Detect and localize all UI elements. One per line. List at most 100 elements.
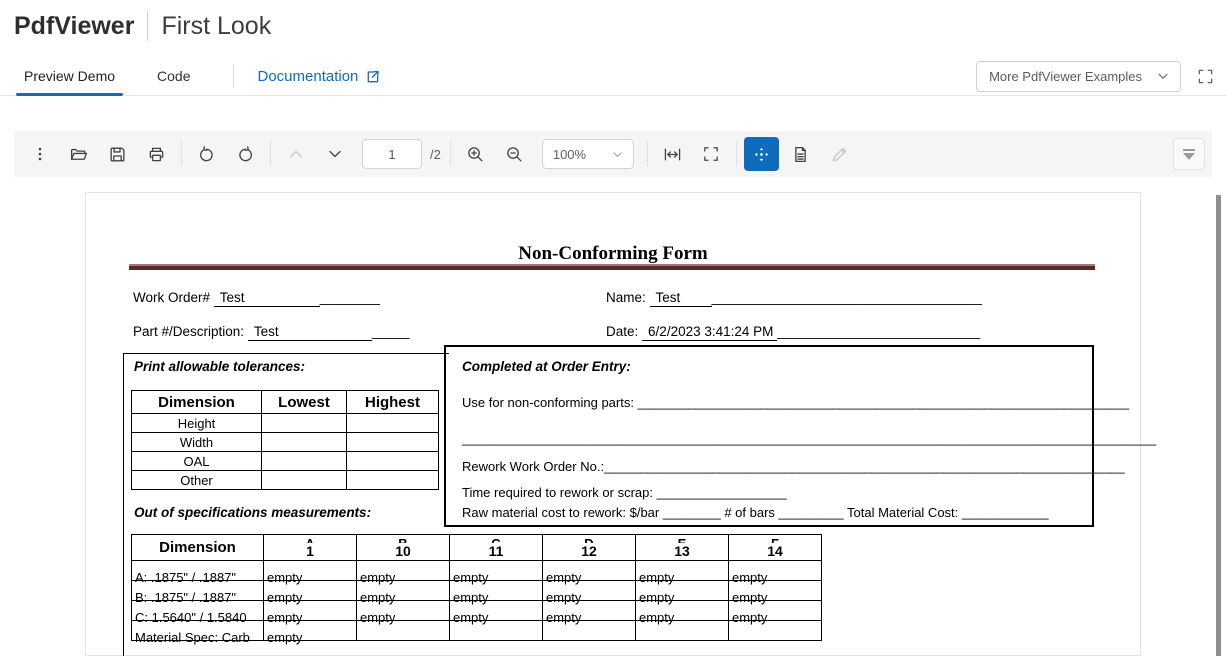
- tolerance-cell[interactable]: [346, 451, 439, 471]
- zoom-level-dropdown[interactable]: 100%: [541, 139, 634, 169]
- tolerance-row-label: Width: [131, 432, 262, 452]
- tolerance-cell[interactable]: [346, 413, 439, 433]
- toolbar-separator: [181, 141, 182, 167]
- tolerances-header-lowest: Lowest: [261, 390, 347, 414]
- use-line[interactable]: ________________________________________…: [637, 395, 1130, 410]
- work-order-line: ________: [319, 290, 380, 305]
- spec-header-col: F14: [728, 534, 822, 561]
- order-entry-use-row: Use for non-conforming parts: __________…: [462, 395, 1129, 410]
- pdf-viewer-area: Non-Conforming Form Work Order# Test ____…: [0, 185, 1226, 656]
- spec-header-col: E13: [635, 534, 729, 561]
- tolerance-cell[interactable]: [261, 432, 347, 452]
- spec-header-dimension: Dimension: [131, 534, 264, 561]
- spec-header-col: D12: [542, 534, 636, 561]
- order-entry-raw-row: Raw material cost to rework: $/bar _____…: [462, 505, 1049, 520]
- spec-cell[interactable]: empty: [263, 600, 357, 625]
- fit-to-width-button[interactable]: [655, 137, 690, 171]
- spec-cell[interactable]: [728, 620, 822, 641]
- page-total-label: /2: [430, 146, 441, 162]
- toolbar-separator: [270, 141, 271, 167]
- save-button[interactable]: [100, 137, 135, 171]
- tolerance-cell[interactable]: [261, 470, 347, 490]
- text-selection-button[interactable]: [783, 137, 818, 171]
- spec-cell[interactable]: empty: [635, 560, 729, 585]
- spec-header-col: C11: [449, 534, 543, 561]
- tab-bar-right: More PdfViewer Examples: [976, 57, 1214, 95]
- annotation-pen-button[interactable]: [822, 137, 857, 171]
- spec-cell[interactable]: empty: [449, 560, 543, 585]
- raw-line-3[interactable]: ____________: [961, 505, 1049, 520]
- previous-page-button[interactable]: [278, 137, 313, 171]
- undo-button[interactable]: [189, 137, 224, 171]
- zoom-in-button[interactable]: [458, 137, 493, 171]
- more-examples-label: More PdfViewer Examples: [989, 68, 1142, 84]
- date-value[interactable]: 6/2/2023 3:41:24 PM: [642, 324, 778, 341]
- redo-button[interactable]: [228, 137, 263, 171]
- tolerance-cell[interactable]: [261, 413, 347, 433]
- part-description-value[interactable]: Test: [247, 324, 372, 341]
- rework-line[interactable]: ________________________________________…: [604, 459, 1125, 474]
- tab-code[interactable]: Code: [157, 57, 190, 95]
- order-entry-box: Completed at Order Entry: Use for non-co…: [444, 345, 1156, 527]
- work-order-field: Work Order# Test ________: [133, 290, 380, 307]
- marquee-zoom-button[interactable]: [694, 137, 729, 171]
- next-page-button[interactable]: [317, 137, 352, 171]
- work-order-value[interactable]: Test: [213, 290, 320, 307]
- spec-row-label: Material Spec: Carb: [131, 620, 264, 645]
- pan-icon: [754, 147, 769, 161]
- documentation-link[interactable]: Documentation: [258, 57, 381, 95]
- zoom-level-value: 100%: [552, 146, 587, 162]
- date-field: Date: 6/2/2023 3:41:24 PM _______________…: [606, 324, 980, 341]
- pen-icon: [832, 147, 847, 161]
- spec-cell[interactable]: empty: [356, 560, 450, 585]
- zoom-out-button[interactable]: [497, 137, 532, 171]
- spec-row-label: C: 1.5640" / 1.5840: [131, 600, 264, 625]
- more-examples-dropdown[interactable]: More PdfViewer Examples: [976, 60, 1181, 92]
- spec-header-col: A1: [263, 534, 357, 561]
- pdf-toolbar: /2 100%: [14, 131, 1212, 177]
- raw-line-1[interactable]: ________: [662, 505, 721, 520]
- chevron-down-icon: [1156, 69, 1170, 83]
- header-divider: [147, 11, 149, 41]
- part-description-label: Part #/Description:: [133, 324, 245, 339]
- zoom-in-icon: [468, 146, 483, 161]
- spec-cell[interactable]: empty: [263, 560, 357, 585]
- chevron-down-icon: [611, 148, 624, 161]
- time-label: Time required to rework or scrap:: [462, 485, 653, 500]
- tolerances-caption: Print allowable tolerances:: [134, 359, 306, 374]
- work-order-label: Work Order#: [133, 290, 211, 305]
- vertical-scrollbar[interactable]: [1216, 195, 1221, 656]
- name-value[interactable]: Test: [649, 290, 712, 307]
- continuation-line[interactable]: ________________________________________…: [462, 431, 1157, 446]
- kebab-menu-button[interactable]: [22, 137, 57, 171]
- external-link-icon: [365, 69, 380, 84]
- name-line: ____________________________________: [711, 290, 982, 305]
- tolerance-cell[interactable]: [261, 451, 347, 471]
- tab-divider: [232, 65, 234, 87]
- rework-label: Rework Work Order No.:: [462, 459, 605, 474]
- time-line[interactable]: __________________: [656, 485, 787, 500]
- tolerance-cell[interactable]: [346, 470, 439, 490]
- page-number-input[interactable]: [362, 139, 422, 169]
- toolbar-separator: [646, 141, 648, 167]
- order-entry-continuation-row: ________________________________________…: [462, 431, 1156, 446]
- pan-tool-button[interactable]: [743, 137, 779, 171]
- spec-cell[interactable]: empty: [542, 560, 636, 585]
- tolerance-cell[interactable]: [346, 432, 439, 452]
- document-icon: [795, 146, 806, 162]
- app-header: PdfViewer First Look: [0, 0, 1226, 44]
- chevron-up-icon: [289, 150, 302, 158]
- use-label: Use for non-conforming parts:: [462, 395, 634, 410]
- open-file-button[interactable]: [61, 137, 96, 171]
- tab-preview-demo[interactable]: Preview Demo: [15, 57, 124, 96]
- table-row: Width: [131, 432, 439, 452]
- fullscreen-button[interactable]: [1197, 68, 1214, 85]
- table-row: Dimension Lowest Highest: [131, 390, 439, 414]
- raw-line-2[interactable]: _________: [778, 505, 844, 520]
- print-button[interactable]: [139, 137, 174, 171]
- spec-cell[interactable]: empty: [728, 560, 822, 585]
- spec-row-label: B: .1875" / .1887": [131, 580, 264, 605]
- table-row: OAL: [131, 451, 439, 471]
- spec-cell[interactable]: empty: [263, 620, 357, 645]
- toolbar-collapse-button[interactable]: [1173, 138, 1205, 170]
